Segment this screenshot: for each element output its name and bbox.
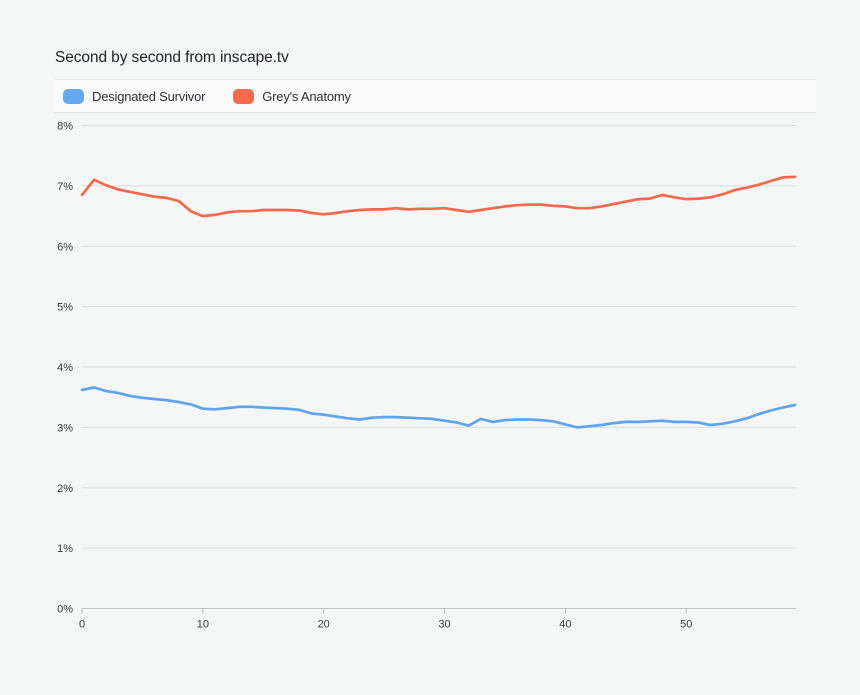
legend-label: Grey's Anatomy — [262, 88, 351, 104]
y-axis-label-0pct: 0% — [57, 604, 73, 616]
x-axis-label-40: 40 — [559, 619, 571, 631]
x-axis-label-30: 30 — [438, 619, 450, 631]
y-axis-label-7pct: 7% — [57, 181, 73, 193]
legend-item-designated-survivor[interactable]: Designated Survivor — [63, 88, 206, 104]
x-axis-label-0: 0 — [79, 619, 85, 631]
y-axis-label-5pct: 5% — [57, 302, 73, 314]
y-axis-label-4pct: 4% — [57, 362, 73, 374]
legend-item-greys-anatomy[interactable]: Grey's Anatomy — [233, 88, 351, 104]
x-axis-label-10: 10 — [197, 619, 209, 631]
legend-swatch-designated-survivor — [63, 88, 84, 104]
y-axis-label-6pct: 6% — [57, 241, 73, 253]
page-title: Second by second from inscape.tv — [55, 49, 289, 66]
chart-legend: Designated Survivor Grey's Anatomy — [55, 79, 816, 113]
series-line-grey-s-anatomy — [80, 175, 797, 218]
legend-label: Designated Survivor — [92, 88, 206, 104]
x-axis-label-50: 50 — [680, 619, 692, 631]
y-axis-label-3pct: 3% — [57, 422, 73, 434]
legend-swatch-greys-anatomy — [233, 88, 255, 104]
y-axis-label-1pct: 1% — [57, 543, 73, 555]
series-line-designated-survivor — [80, 386, 797, 429]
y-axis-label-2pct: 2% — [57, 483, 73, 495]
x-axis-label-20: 20 — [318, 619, 330, 631]
y-axis-label-8pct: 8% — [57, 121, 73, 133]
